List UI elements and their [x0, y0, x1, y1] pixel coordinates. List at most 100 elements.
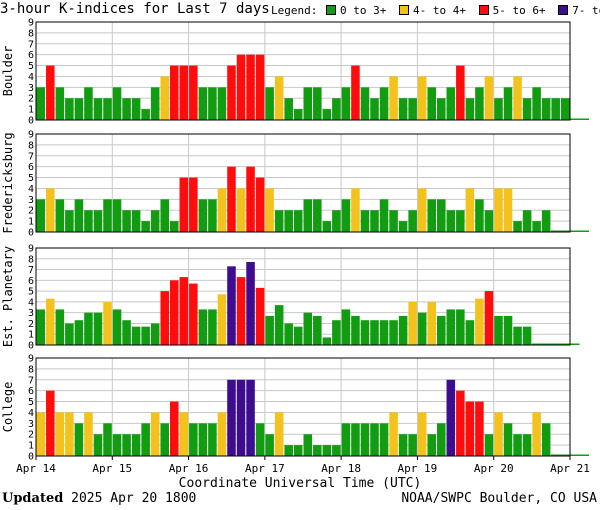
kp-bar	[522, 98, 532, 120]
kp-bar	[532, 221, 541, 232]
legend-item-severe: 7- to 9	[556, 4, 600, 17]
kp-bar	[179, 412, 189, 456]
kp-bar	[265, 87, 274, 120]
kp-bar	[341, 87, 351, 120]
kp-bar	[513, 76, 522, 120]
kp-bar	[274, 305, 284, 345]
kp-bar	[332, 320, 341, 345]
kp-bar	[351, 65, 360, 120]
kp-bar	[560, 230, 570, 232]
kp-bar	[360, 87, 370, 120]
kp-bar	[456, 210, 465, 232]
x-tick-label: Apr 16	[169, 462, 209, 475]
kp-bar	[465, 98, 475, 120]
panel-label: Boulder	[1, 46, 15, 97]
kp-bar	[550, 454, 561, 456]
updated-stamp: Updated 2025 Apr 20 1800	[2, 491, 196, 506]
kp-bar	[446, 210, 456, 232]
y-tick-label: 8	[28, 28, 34, 39]
kp-bar	[236, 379, 246, 456]
kp-bar	[46, 390, 55, 456]
y-tick-label: 4	[28, 297, 34, 308]
panel-label: College	[1, 382, 15, 433]
kp-bar	[503, 87, 513, 120]
kp-bar	[389, 210, 398, 232]
kp-bar	[560, 454, 570, 456]
kp-bar	[532, 412, 541, 456]
kp-bar	[532, 87, 541, 120]
y-tick-label: 9	[28, 244, 34, 255]
panel-label: Est. Planetary	[1, 246, 15, 347]
legend-swatch-quiet	[325, 5, 336, 15]
kp-bar	[74, 199, 84, 232]
legend: Legend: 0 to 3+ 4- to 4+ 5- to 6+ 7- to …	[271, 4, 600, 17]
x-tick-label: Apr 18	[321, 462, 361, 475]
kp-bar	[227, 379, 236, 456]
kp-bar	[456, 390, 465, 456]
kp-bar	[141, 326, 150, 345]
kp-bar	[217, 87, 227, 120]
kp-bar	[112, 87, 122, 120]
kp-bar	[541, 343, 551, 345]
kp-bar	[103, 423, 112, 456]
kp-bar	[293, 326, 303, 345]
kp-bar	[274, 210, 284, 232]
kp-bar	[370, 210, 379, 232]
kp-bar	[189, 423, 198, 456]
kp-bar	[427, 301, 436, 345]
y-tick-label: 6	[28, 50, 34, 61]
kp-bar	[360, 210, 370, 232]
kp-bar	[217, 294, 227, 345]
legend-text-storm: 5- to 6+	[492, 4, 546, 17]
legend-swatch-storm	[478, 5, 489, 15]
kp-bar	[332, 98, 341, 120]
kp-bar	[475, 199, 484, 232]
kp-bar	[293, 109, 303, 120]
kp-bar	[351, 188, 360, 232]
kp-bar	[370, 423, 379, 456]
y-tick-label: 0	[28, 341, 34, 352]
y-tick-label: 2	[28, 430, 34, 441]
kp-bar	[84, 412, 93, 456]
kp-bar	[208, 423, 217, 456]
kp-bar	[46, 65, 55, 120]
kp-bar	[36, 309, 46, 345]
y-tick-label: 6	[28, 276, 34, 287]
kp-bar	[332, 445, 341, 456]
kp-bar	[417, 76, 427, 120]
kp-bar	[494, 412, 503, 456]
kp-bar	[379, 199, 389, 232]
x-tick-label: Apr 21	[550, 462, 590, 475]
kp-bar	[150, 323, 160, 345]
y-tick-label: 8	[28, 364, 34, 375]
kp-bar	[112, 199, 122, 232]
kp-bar	[93, 434, 103, 456]
kp-bar	[122, 210, 131, 232]
kp-bar	[579, 118, 590, 120]
kp-bar	[570, 118, 580, 120]
kp-bar	[150, 87, 160, 120]
kp-bar	[322, 337, 332, 345]
kp-bar	[570, 454, 580, 456]
kp-bar	[341, 423, 351, 456]
kp-bar	[103, 301, 112, 345]
kp-bar	[398, 315, 408, 345]
kp-bar	[274, 76, 284, 120]
kp-bar	[141, 423, 150, 456]
kp-bar	[236, 54, 246, 120]
y-tick-label: 3	[28, 419, 34, 430]
y-tick-label: 5	[28, 287, 34, 298]
kp-bar	[170, 280, 179, 345]
kp-bar	[93, 312, 103, 345]
kp-bar	[227, 65, 236, 120]
kp-bar	[179, 177, 189, 232]
kp-bar	[437, 423, 446, 456]
kp-bar	[370, 320, 379, 345]
kp-bar	[408, 301, 417, 345]
kp-bar	[65, 412, 74, 456]
kp-bar	[150, 412, 160, 456]
kp-bar	[503, 423, 513, 456]
kp-bar	[293, 445, 303, 456]
kp-bar	[55, 199, 65, 232]
panel-frame	[35, 357, 571, 457]
